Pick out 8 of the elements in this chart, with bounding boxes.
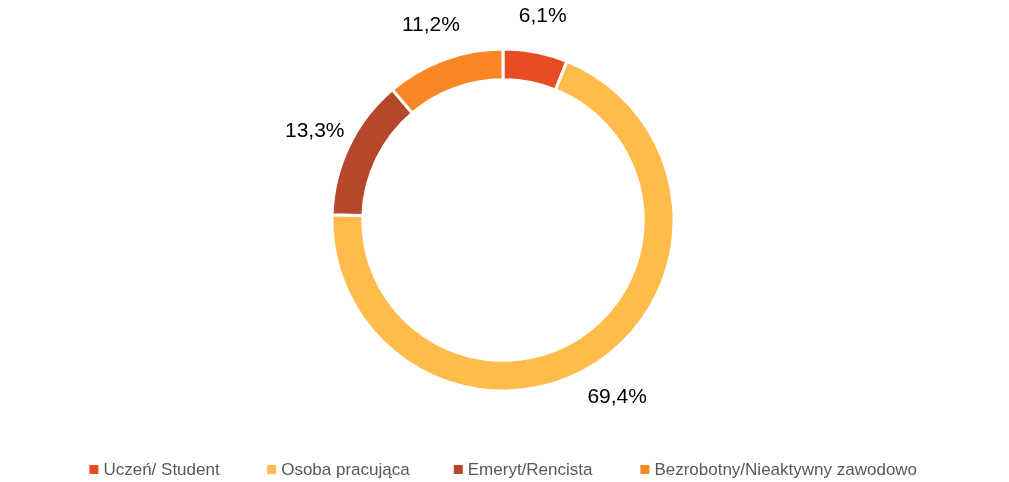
data-label: 69,4% <box>587 383 647 407</box>
legend-label: Osoba pracująca <box>281 459 411 479</box>
data-label: 6,1% <box>518 3 567 27</box>
legend-label: Uczeń/ Student <box>103 459 220 479</box>
legend-label: Emeryt/Rencista <box>467 459 594 479</box>
data-label: 13,3% <box>284 117 345 141</box>
data-label: 11,2% <box>401 12 460 36</box>
legend-label: Bezrobotny/Nieaktywny zawodowo <box>654 459 918 479</box>
